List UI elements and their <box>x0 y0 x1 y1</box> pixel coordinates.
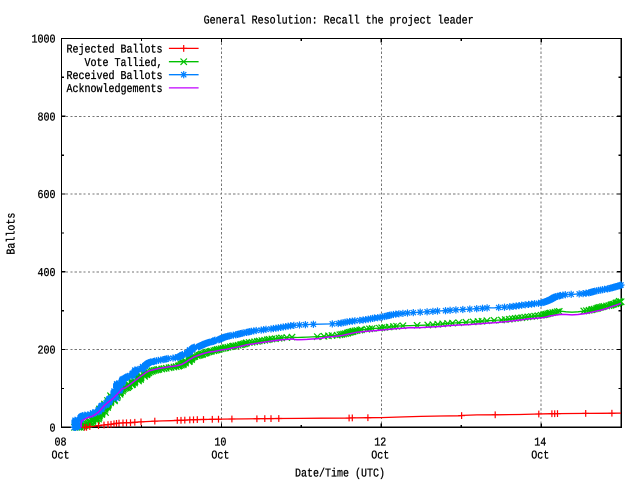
svg-text:400: 400 <box>37 268 55 281</box>
svg-text:Received Ballots: Received Ballots <box>66 69 162 83</box>
svg-text:1000: 1000 <box>31 34 55 47</box>
svg-text:14: 14 <box>534 437 546 450</box>
svg-text:Acknowledgements: Acknowledgements <box>66 83 162 97</box>
svg-text:800: 800 <box>37 112 55 125</box>
svg-text:Oct: Oct <box>211 450 229 463</box>
svg-text:10: 10 <box>214 437 226 450</box>
svg-text:600: 600 <box>37 190 55 203</box>
svg-text:Vote Tallied,: Vote Tallied, <box>84 56 162 70</box>
svg-text:Rejected Ballots: Rejected Ballots <box>66 43 162 57</box>
svg-text:200: 200 <box>37 345 55 358</box>
svg-text:08: 08 <box>54 437 66 450</box>
svg-text:Date/Time (UTC): Date/Time (UTC) <box>295 467 385 480</box>
svg-text:Oct: Oct <box>531 450 549 463</box>
svg-text:Oct: Oct <box>371 450 389 463</box>
svg-text:0: 0 <box>49 423 55 436</box>
svg-text:Ballots: Ballots <box>5 213 19 255</box>
svg-text:Oct: Oct <box>51 450 69 463</box>
svg-text:General Resolution: Recall the: General Resolution: Recall the project l… <box>204 14 474 28</box>
svg-text:12: 12 <box>374 437 386 450</box>
